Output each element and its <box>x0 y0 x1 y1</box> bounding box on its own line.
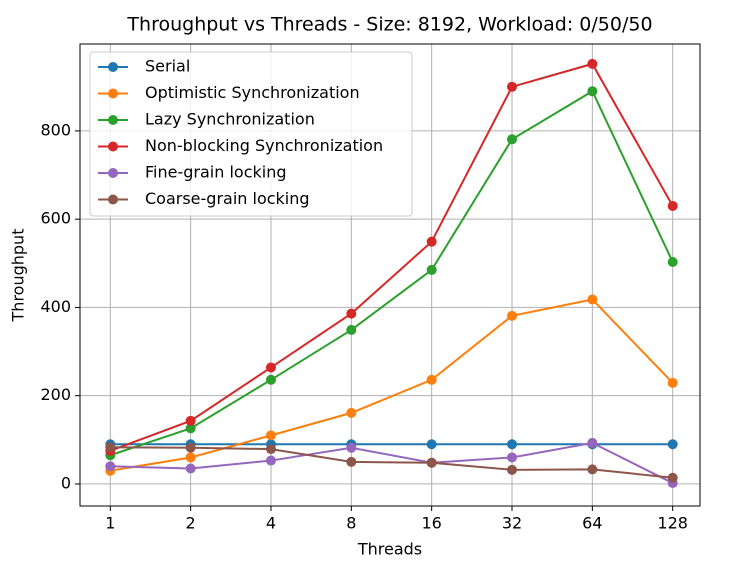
data-point <box>426 439 437 450</box>
data-point <box>507 81 518 92</box>
data-point <box>346 407 357 418</box>
legend-marker <box>108 194 118 205</box>
series-line <box>110 446 673 479</box>
data-point <box>265 430 276 441</box>
x-axis-label: Threads <box>357 540 422 559</box>
data-point <box>587 294 598 305</box>
y-tick-label: 800 <box>40 120 71 139</box>
series-line <box>110 298 674 472</box>
data-point <box>346 456 357 467</box>
x-tick-label: 32 <box>502 514 522 533</box>
data-point <box>587 58 598 69</box>
legend-label: Coarse-grain locking <box>145 189 310 208</box>
data-point <box>667 439 678 450</box>
data-point <box>667 200 678 211</box>
data-point <box>507 134 518 145</box>
legend-marker <box>108 141 118 152</box>
y-tick-label: 0 <box>61 473 71 492</box>
data-point <box>667 256 678 267</box>
data-point <box>507 452 518 463</box>
data-point <box>507 439 518 450</box>
legend-label: Optimistic Synchronization <box>145 83 360 102</box>
data-point <box>426 457 437 468</box>
data-point <box>587 437 598 448</box>
legend-label: Serial <box>145 57 190 76</box>
chart-title: Throughput vs Threads - Size: 8192, Work… <box>126 14 652 36</box>
legend-marker <box>108 168 118 178</box>
data-point <box>105 461 116 472</box>
legend-marker <box>108 62 118 72</box>
legend-marker <box>108 88 118 99</box>
series-line <box>109 89 674 457</box>
x-tick-label: 4 <box>266 514 276 533</box>
x-tick-label: 2 <box>186 514 196 533</box>
data-point <box>507 464 518 475</box>
y-axis-label: Throughput <box>9 229 28 323</box>
x-tick-label: 8 <box>346 514 356 533</box>
data-point <box>667 472 678 483</box>
legend-label: Non-blocking Synchronization <box>145 136 383 155</box>
data-point <box>346 442 357 453</box>
data-point <box>426 264 437 275</box>
data-point <box>587 86 598 97</box>
legend-label: Lazy Synchronization <box>145 110 315 129</box>
data-point <box>265 374 276 385</box>
data-point <box>667 377 678 388</box>
series-line <box>109 62 674 452</box>
y-tick-label: 600 <box>40 209 71 228</box>
data-point <box>346 308 357 319</box>
data-point <box>185 423 196 434</box>
data-point <box>507 310 518 321</box>
y-tick-label: 200 <box>40 385 71 404</box>
legend-marker <box>108 115 118 125</box>
legend-box <box>89 51 413 217</box>
legend-label: Fine-grain locking <box>145 163 287 182</box>
data-point <box>426 236 437 247</box>
x-tick-label: 16 <box>421 514 441 533</box>
data-point <box>185 442 196 453</box>
data-point <box>426 374 437 385</box>
data-point <box>185 463 196 474</box>
x-tick-label: 128 <box>657 514 688 533</box>
x-tick-label: 1 <box>105 514 115 533</box>
data-point <box>185 415 196 426</box>
data-point <box>105 442 116 453</box>
data-point <box>185 452 196 463</box>
series-line <box>110 441 674 484</box>
data-point <box>346 324 357 335</box>
data-point <box>265 362 276 373</box>
x-tick-label: 64 <box>582 514 602 533</box>
plot-frame <box>79 43 701 507</box>
data-point <box>265 455 276 466</box>
data-point <box>265 444 276 455</box>
data-point <box>587 464 598 475</box>
y-tick-label: 400 <box>40 297 71 316</box>
